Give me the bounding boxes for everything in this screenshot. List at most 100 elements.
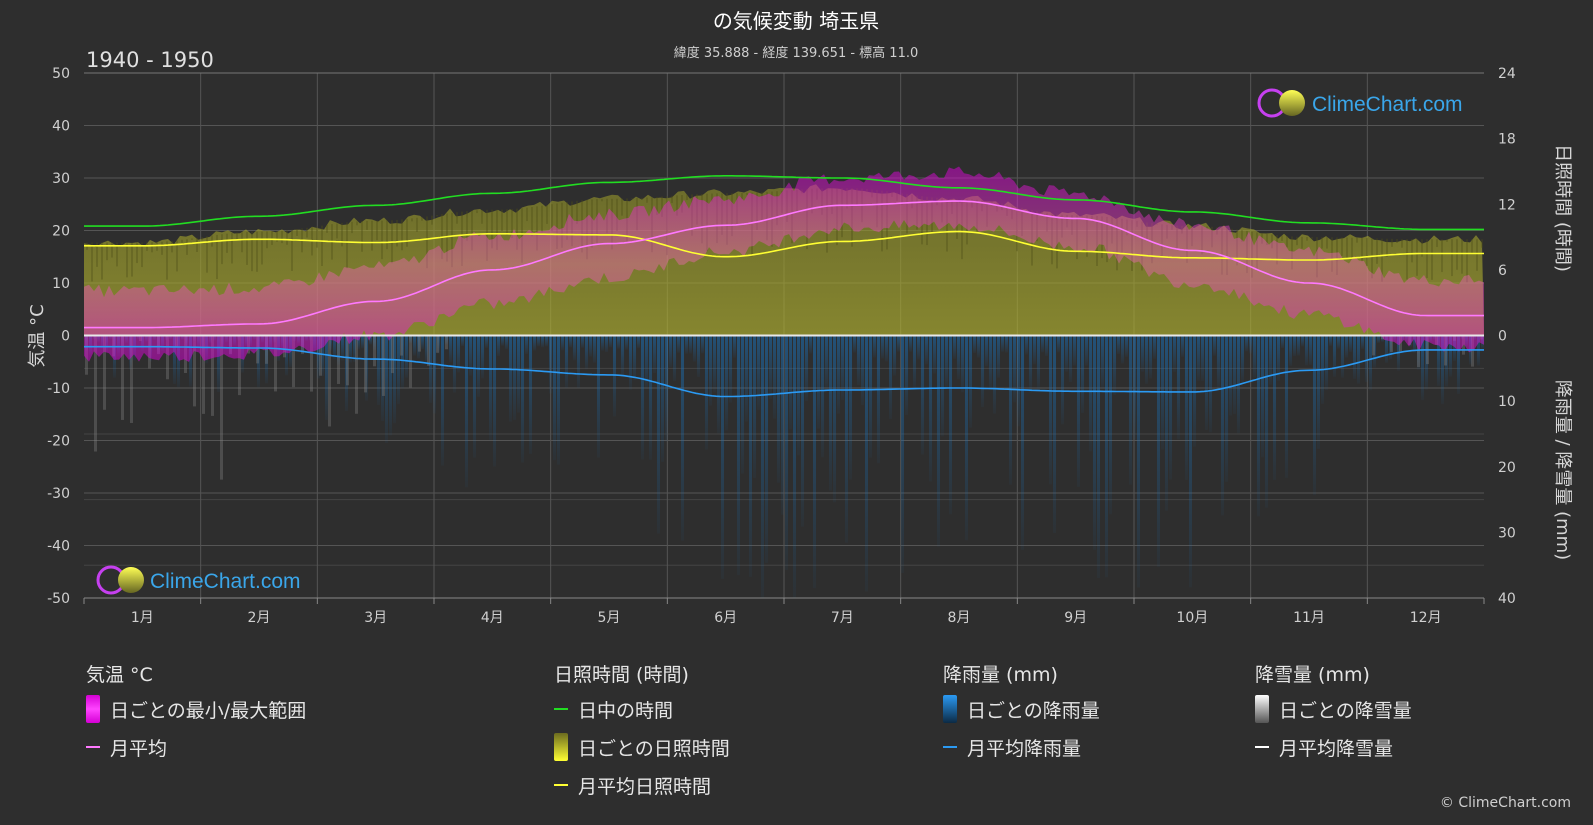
rain-bar (1265, 335, 1268, 508)
rain-bar (533, 335, 536, 351)
rain-bar (449, 335, 452, 363)
rain-bar (641, 335, 644, 460)
rain-bar (1021, 335, 1024, 550)
sunshine-texture (501, 209, 503, 232)
sunshine-texture (476, 210, 478, 214)
legend-title-rain: 降雨量 (mm) (943, 664, 1058, 686)
climate-chart: の気候変動 埼玉県 緯度 35.888 - 経度 139.651 - 標高 11… (27, 9, 1573, 626)
right-top-tick-label: 18 (1498, 132, 1516, 148)
sunshine-texture (511, 209, 513, 239)
logo-sun-icon (1279, 90, 1305, 116)
legend-label: 日中の時間 (578, 699, 674, 722)
rain-bar (349, 335, 352, 363)
rain-bar (949, 335, 952, 515)
sunshine-texture (341, 222, 343, 247)
sunshine-texture (171, 240, 173, 253)
snow-bar (238, 335, 241, 396)
sunshine-texture (146, 242, 148, 251)
rain-bar (525, 335, 528, 355)
snow-bar (166, 335, 169, 380)
snow-bar (373, 335, 376, 367)
sunshine-texture (1321, 237, 1323, 249)
rain-bar (1273, 335, 1276, 480)
rain-bar (265, 335, 268, 384)
rain-bar (729, 335, 732, 403)
sunshine-texture (1451, 239, 1453, 277)
rain-bar (713, 335, 716, 393)
snow-bar (1471, 335, 1474, 367)
rain-bar (1013, 335, 1016, 403)
month-tick-label: 12月 (1410, 610, 1442, 626)
sunshine-texture (1231, 228, 1233, 232)
sunshine-texture (371, 220, 373, 251)
rain-bar (373, 335, 376, 351)
rain-bar (1153, 335, 1156, 359)
rain-bar (1277, 335, 1280, 381)
rain-bar (621, 335, 624, 377)
legend-item-snow-mean: 月平均降雪量 (1255, 734, 1412, 760)
rain-bar (869, 335, 872, 458)
legend-item-sunshine-mean: 月平均日照時間 (554, 772, 730, 798)
rain-bar (1329, 335, 1332, 346)
temp-mean-line (84, 200, 1484, 329)
sunshine-texture (491, 209, 493, 249)
rain-bar (361, 335, 364, 349)
rain-bar (497, 335, 500, 357)
sunshine-texture (686, 194, 688, 201)
daylight-swatch-icon (554, 708, 568, 710)
rain-bar (1017, 335, 1020, 427)
rain-bar (1293, 335, 1296, 357)
rain-bar (685, 335, 688, 354)
sunshine-texture (96, 242, 98, 267)
rain-bar (465, 335, 468, 488)
rain-bar (789, 335, 792, 430)
left-tick-label: 30 (52, 171, 70, 187)
rain-bar (537, 335, 540, 347)
rain-bar (477, 335, 480, 397)
rain-bar (633, 335, 636, 381)
temp-range-swatch-icon (86, 695, 100, 723)
rain-bar (1361, 335, 1364, 349)
sunshine-texture (431, 215, 433, 225)
snow-bar (418, 335, 421, 352)
rain-bar (1057, 335, 1060, 353)
rain-bar (921, 335, 924, 455)
rain-bar (333, 335, 336, 360)
sunshine-texture (616, 198, 618, 232)
rain-bar (661, 335, 664, 462)
sunshine-texture (111, 242, 113, 258)
sunshine-texture (1406, 239, 1408, 280)
rain-bar (1325, 335, 1328, 391)
sunshine-texture (486, 209, 488, 261)
rain-bar (469, 335, 472, 376)
sunshine-texture (381, 220, 383, 260)
legend-title-snow: 降雪量 (mm) (1255, 664, 1370, 686)
rain-bar (1201, 335, 1204, 381)
sunshine-texture (601, 198, 603, 202)
rain-bar (517, 335, 520, 413)
snow-mean-swatch-icon (1255, 746, 1269, 748)
rain-bar (581, 335, 584, 348)
right-top-tick-label: 24 (1498, 66, 1516, 82)
rain-bar (177, 335, 180, 388)
rain-bar (1421, 335, 1424, 401)
rain-bar (973, 335, 976, 353)
rain-bar (1109, 335, 1112, 515)
sunshine-texture (396, 219, 398, 247)
rain-bar (1025, 335, 1028, 355)
rain-bar (909, 335, 912, 352)
rain-bar (781, 335, 784, 515)
sunshine-texture (106, 242, 108, 261)
rain-bar (693, 335, 696, 362)
rain-bar (557, 335, 560, 465)
sunshine-texture (256, 231, 258, 272)
sunshine-texture (421, 217, 423, 221)
rain-bar (1437, 335, 1440, 386)
rain-bar (1113, 335, 1116, 396)
rain-bar (617, 335, 620, 349)
snow-bar (130, 335, 133, 423)
rain-bar (389, 335, 392, 436)
rain-bar (397, 335, 400, 405)
rain-bar (325, 335, 328, 421)
sunshine-texture (196, 237, 198, 252)
